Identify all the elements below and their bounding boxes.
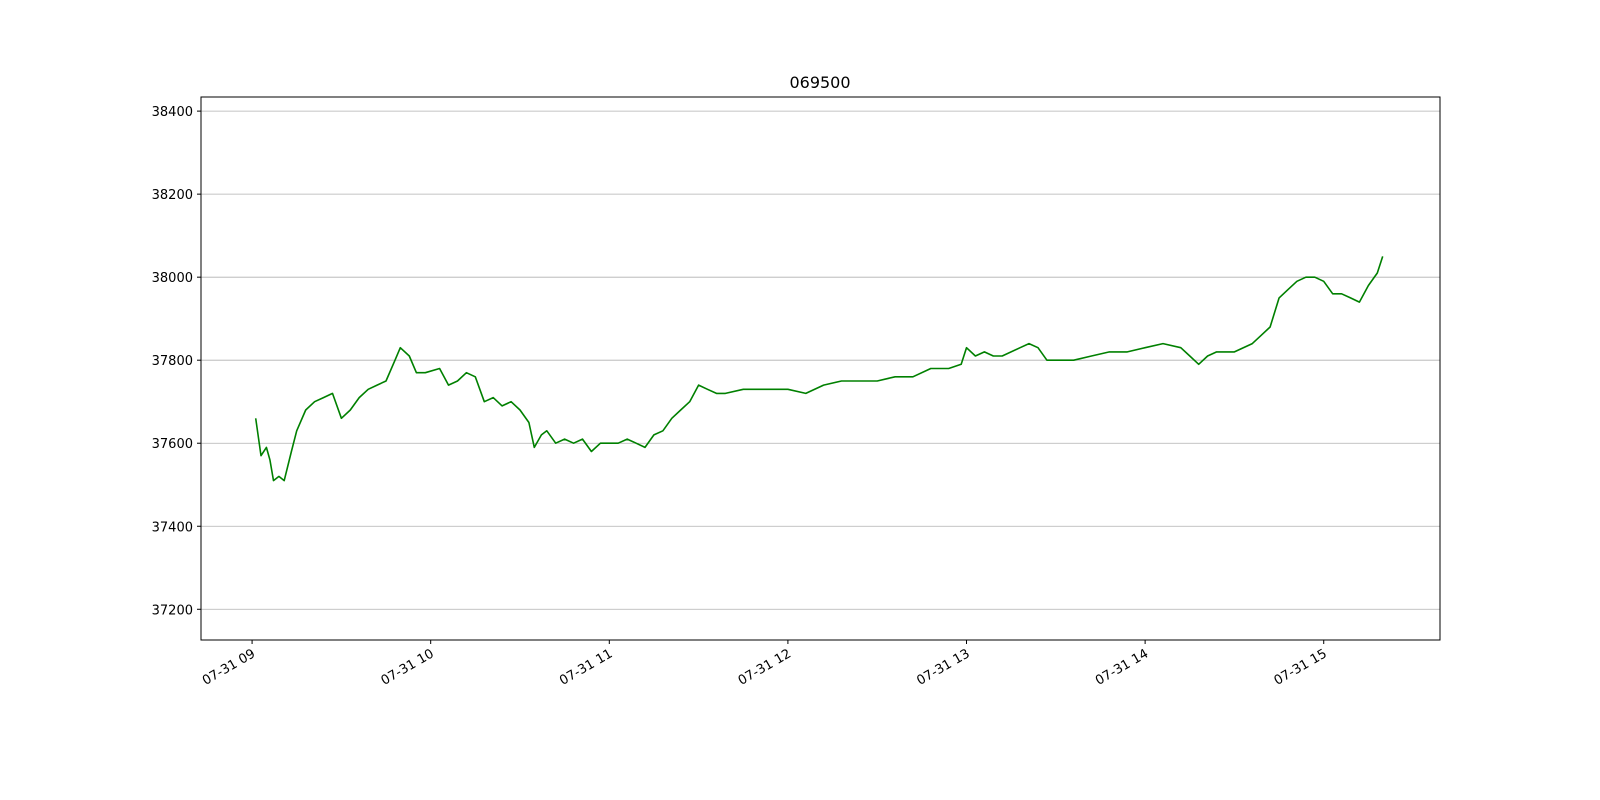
y-tick-label: 37200 <box>152 603 193 618</box>
y-tick-label: 37400 <box>152 520 193 535</box>
chart-title: 069500 <box>789 73 850 92</box>
line <box>254 256 1384 482</box>
x-tick-label: 07-31 13 <box>914 646 972 688</box>
y-tick-label: 38000 <box>152 271 193 286</box>
plot-frame <box>200 96 1441 641</box>
y-tick-label: 37600 <box>152 437 193 452</box>
x-tick-label: 07-31 11 <box>557 646 615 688</box>
x-tick-label: 07-31 09 <box>200 646 258 688</box>
x-tick-label: 07-31 12 <box>736 646 794 688</box>
x-tick-label: 07-31 15 <box>1272 646 1330 688</box>
x-tick-label: 07-31 10 <box>379 646 437 688</box>
y-tick-label: 38200 <box>152 188 193 203</box>
y-tick-label: 38400 <box>152 105 193 120</box>
x-tick-label: 07-31 14 <box>1093 646 1151 688</box>
y-tick-label: 37800 <box>152 354 193 369</box>
